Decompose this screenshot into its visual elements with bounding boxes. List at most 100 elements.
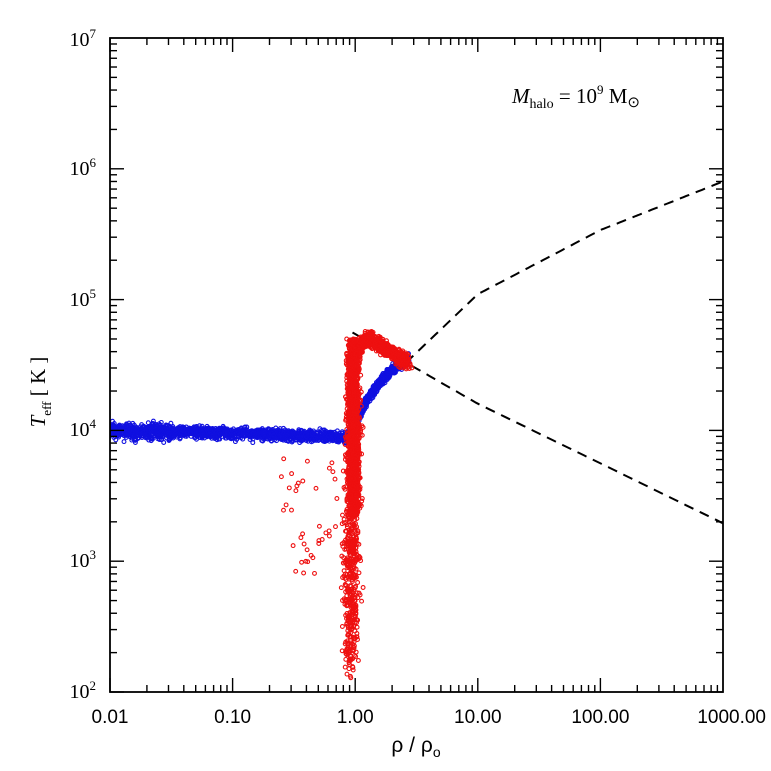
data-point (360, 585, 366, 590)
data-point (301, 541, 307, 547)
data-point (326, 533, 332, 539)
data-point (270, 427, 276, 432)
data-point (278, 474, 284, 480)
data-point (293, 488, 299, 494)
data-point (110, 436, 111, 438)
data-point (298, 427, 304, 433)
data-point (160, 434, 166, 440)
data-point (303, 434, 309, 440)
data-point (334, 431, 340, 437)
data-point (140, 427, 146, 433)
data-point (116, 431, 121, 437)
data-point (161, 440, 167, 445)
data-point (111, 435, 117, 440)
data-point (283, 502, 289, 508)
data-point (122, 429, 128, 435)
data-point (155, 423, 161, 429)
data-point (151, 427, 157, 433)
data-point (298, 438, 304, 444)
data-point (238, 425, 244, 431)
data-point (160, 431, 166, 437)
data-point (289, 471, 295, 477)
data-point (304, 458, 310, 464)
data-point (172, 429, 178, 435)
data-point (343, 394, 349, 400)
data-point (121, 439, 127, 445)
data-point (386, 369, 392, 374)
data-point (304, 547, 310, 553)
data-point (167, 435, 173, 441)
data-point (340, 512, 345, 518)
data-point (247, 437, 253, 442)
data-point (312, 570, 317, 576)
data-series (105, 180, 723, 681)
data-point (332, 476, 338, 482)
data-point (342, 664, 348, 670)
data-point (257, 431, 263, 437)
data-point (359, 598, 365, 604)
data-point (162, 424, 167, 430)
upper-dashed-curve (405, 180, 723, 364)
data-point (346, 666, 352, 672)
data-point (106, 426, 110, 430)
data-point (296, 427, 302, 433)
data-point (203, 426, 209, 431)
data-point (365, 399, 371, 405)
data-point (281, 456, 287, 462)
data-point (298, 535, 304, 541)
data-point (134, 427, 140, 432)
data-point (281, 507, 286, 513)
data-point (281, 425, 286, 431)
data-point (300, 478, 306, 484)
data-point (228, 430, 234, 436)
data-point (299, 559, 305, 565)
data-point (240, 429, 246, 435)
data-point (148, 438, 154, 444)
data-point (213, 426, 219, 431)
data-point (111, 421, 117, 426)
data-point (269, 435, 275, 441)
data-point (356, 570, 362, 576)
data-point (281, 430, 287, 436)
data-point (323, 530, 329, 536)
data-point (283, 438, 289, 444)
data-point (286, 485, 292, 491)
data-point (123, 426, 129, 432)
data-point (309, 431, 315, 437)
data-point (197, 423, 202, 429)
data-point (106, 430, 110, 434)
data-point (369, 393, 375, 399)
data-point (150, 421, 155, 426)
data-point (313, 485, 319, 491)
data-point (168, 424, 174, 430)
data-point (198, 427, 204, 433)
data-point (116, 424, 121, 430)
data-point (355, 658, 361, 663)
data-point (295, 432, 301, 438)
data-point (359, 496, 365, 501)
data-point (329, 460, 335, 466)
data-point (304, 431, 310, 437)
data-point (146, 437, 152, 443)
data-point (132, 437, 138, 443)
data-point (329, 436, 335, 442)
data-point (105, 429, 109, 433)
data-point (234, 434, 240, 440)
data-point (128, 423, 134, 429)
data-point (373, 385, 379, 391)
data-point (358, 403, 364, 409)
data-point (158, 426, 164, 432)
data-point (326, 433, 332, 439)
data-point (150, 418, 156, 424)
data-point (326, 465, 332, 471)
data-point (260, 438, 266, 444)
data-point (334, 434, 340, 440)
data-point (290, 543, 296, 549)
data-point (339, 624, 345, 629)
data-point (281, 434, 286, 439)
data-point (338, 585, 344, 591)
data-point (184, 430, 190, 436)
data-point (206, 431, 212, 437)
data-point (250, 440, 256, 446)
data-point (139, 430, 145, 436)
